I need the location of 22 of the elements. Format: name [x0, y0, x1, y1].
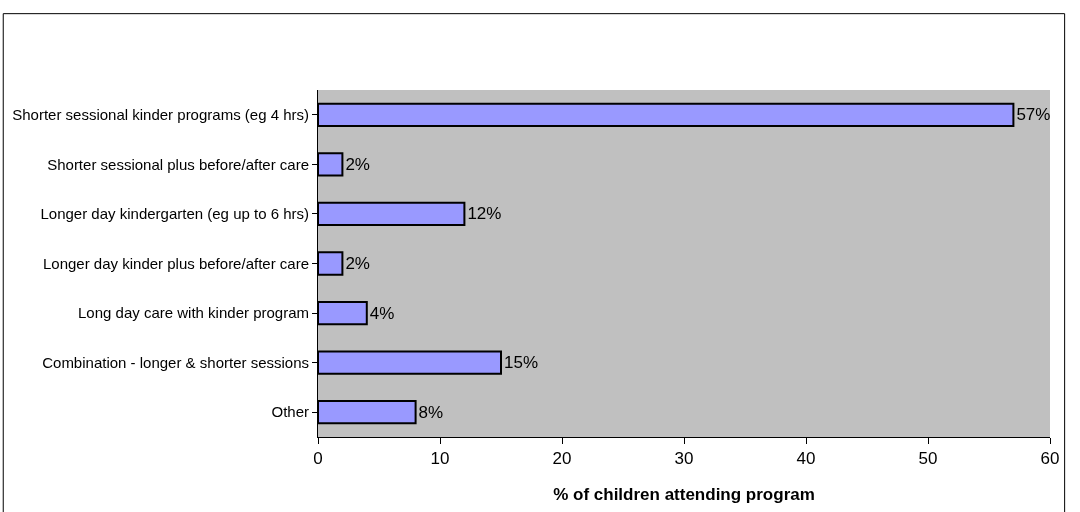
x-tick-label: 40: [796, 449, 816, 469]
x-tick-label: 30: [674, 449, 694, 469]
data-label: 8%: [418, 402, 444, 422]
y-tick-label: Longer day kindergarten (eg up to 6 hrs): [40, 205, 309, 223]
y-tick-label: Other: [271, 403, 309, 421]
data-label: 15%: [504, 353, 539, 373]
x-axis-title: % of children attending program: [553, 484, 815, 504]
data-label: 2%: [345, 254, 370, 273]
y-tick-label: Long day care with kinder program: [78, 304, 309, 322]
x-tick-label: 0: [313, 449, 323, 469]
y-tick-label: Combination - longer & shorter sessions: [42, 353, 309, 371]
x-tick-label: 20: [552, 449, 572, 469]
x-tick-label: 60: [1040, 449, 1060, 469]
y-tick-label: Shorter sessional plus before/after care: [47, 155, 309, 173]
data-label: 12%: [467, 204, 502, 224]
x-tick-label: 50: [918, 449, 938, 469]
data-label: 4%: [369, 303, 395, 323]
x-tick-label: 10: [430, 449, 450, 469]
y-tick-label: Shorter sessional kinder programs (eg 4 hrs): [12, 106, 309, 124]
data-label: 2%: [345, 154, 370, 174]
data-label: 57%: [1016, 105, 1051, 125]
y-tick-label: Longer day kinder plus before/after care: [43, 254, 309, 272]
